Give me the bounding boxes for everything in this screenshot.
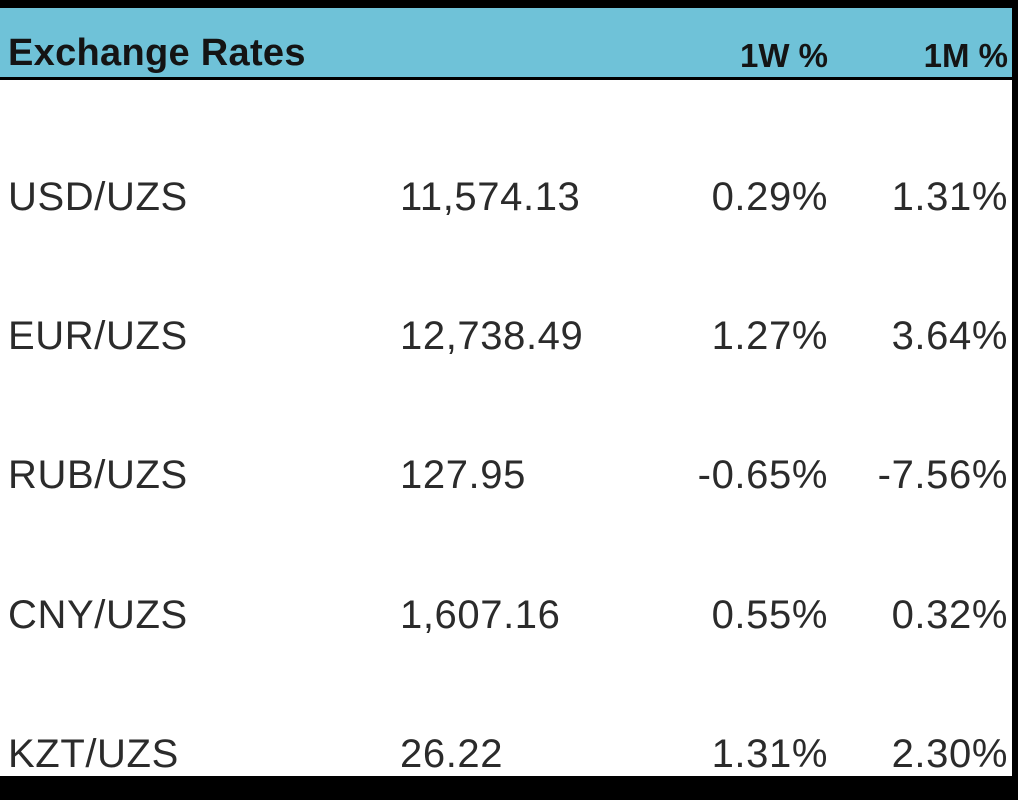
rate-value: 26.22 [400, 731, 504, 776]
change-1m: 1.31% [891, 175, 1008, 220]
currency-pair: EUR/UZS [8, 314, 188, 359]
table-title: Exchange Rates [8, 32, 306, 74]
change-1w: -0.65% [697, 453, 828, 498]
table-row: USD/UZS 11,574.13 0.29% 1.31% [0, 80, 1012, 219]
table-body: USD/UZS 11,574.13 0.29% 1.31% EUR/UZS 12… [0, 80, 1012, 776]
change-1w: 0.29% [711, 175, 828, 220]
currency-pair: CNY/UZS [8, 592, 188, 637]
rate-value: 11,574.13 [400, 175, 581, 220]
column-header-1m: 1M % [923, 37, 1008, 74]
top-border-bar [0, 0, 1018, 8]
right-border-bar [1012, 0, 1018, 800]
change-1m: 2.30% [891, 731, 1008, 776]
change-1m: 0.32% [891, 592, 1008, 637]
currency-pair: RUB/UZS [8, 453, 188, 498]
change-1w: 1.27% [711, 314, 828, 359]
change-1w: 1.31% [711, 731, 828, 776]
table-row: EUR/UZS 12,738.49 1.27% 3.64% [0, 219, 1012, 358]
rate-value: 12,738.49 [400, 314, 584, 359]
column-header-1w: 1W % [739, 37, 828, 74]
currency-pair: USD/UZS [8, 175, 188, 220]
table-row: RUB/UZS 127.95 -0.65% -7.56% [0, 358, 1012, 497]
bottom-border-bar [0, 776, 1018, 800]
table-row: CNY/UZS 1,607.16 0.55% 0.32% [0, 498, 1012, 637]
currency-pair: KZT/UZS [8, 731, 179, 776]
change-1m: -7.56% [877, 453, 1008, 498]
change-1w: 0.55% [711, 592, 828, 637]
table-header: Exchange Rates 1W % 1M % [0, 8, 1012, 80]
rate-value: 127.95 [400, 453, 526, 498]
table-row: KZT/UZS 26.22 1.31% 2.30% [0, 637, 1012, 776]
change-1m: 3.64% [891, 314, 1008, 359]
rate-value: 1,607.16 [400, 592, 561, 637]
